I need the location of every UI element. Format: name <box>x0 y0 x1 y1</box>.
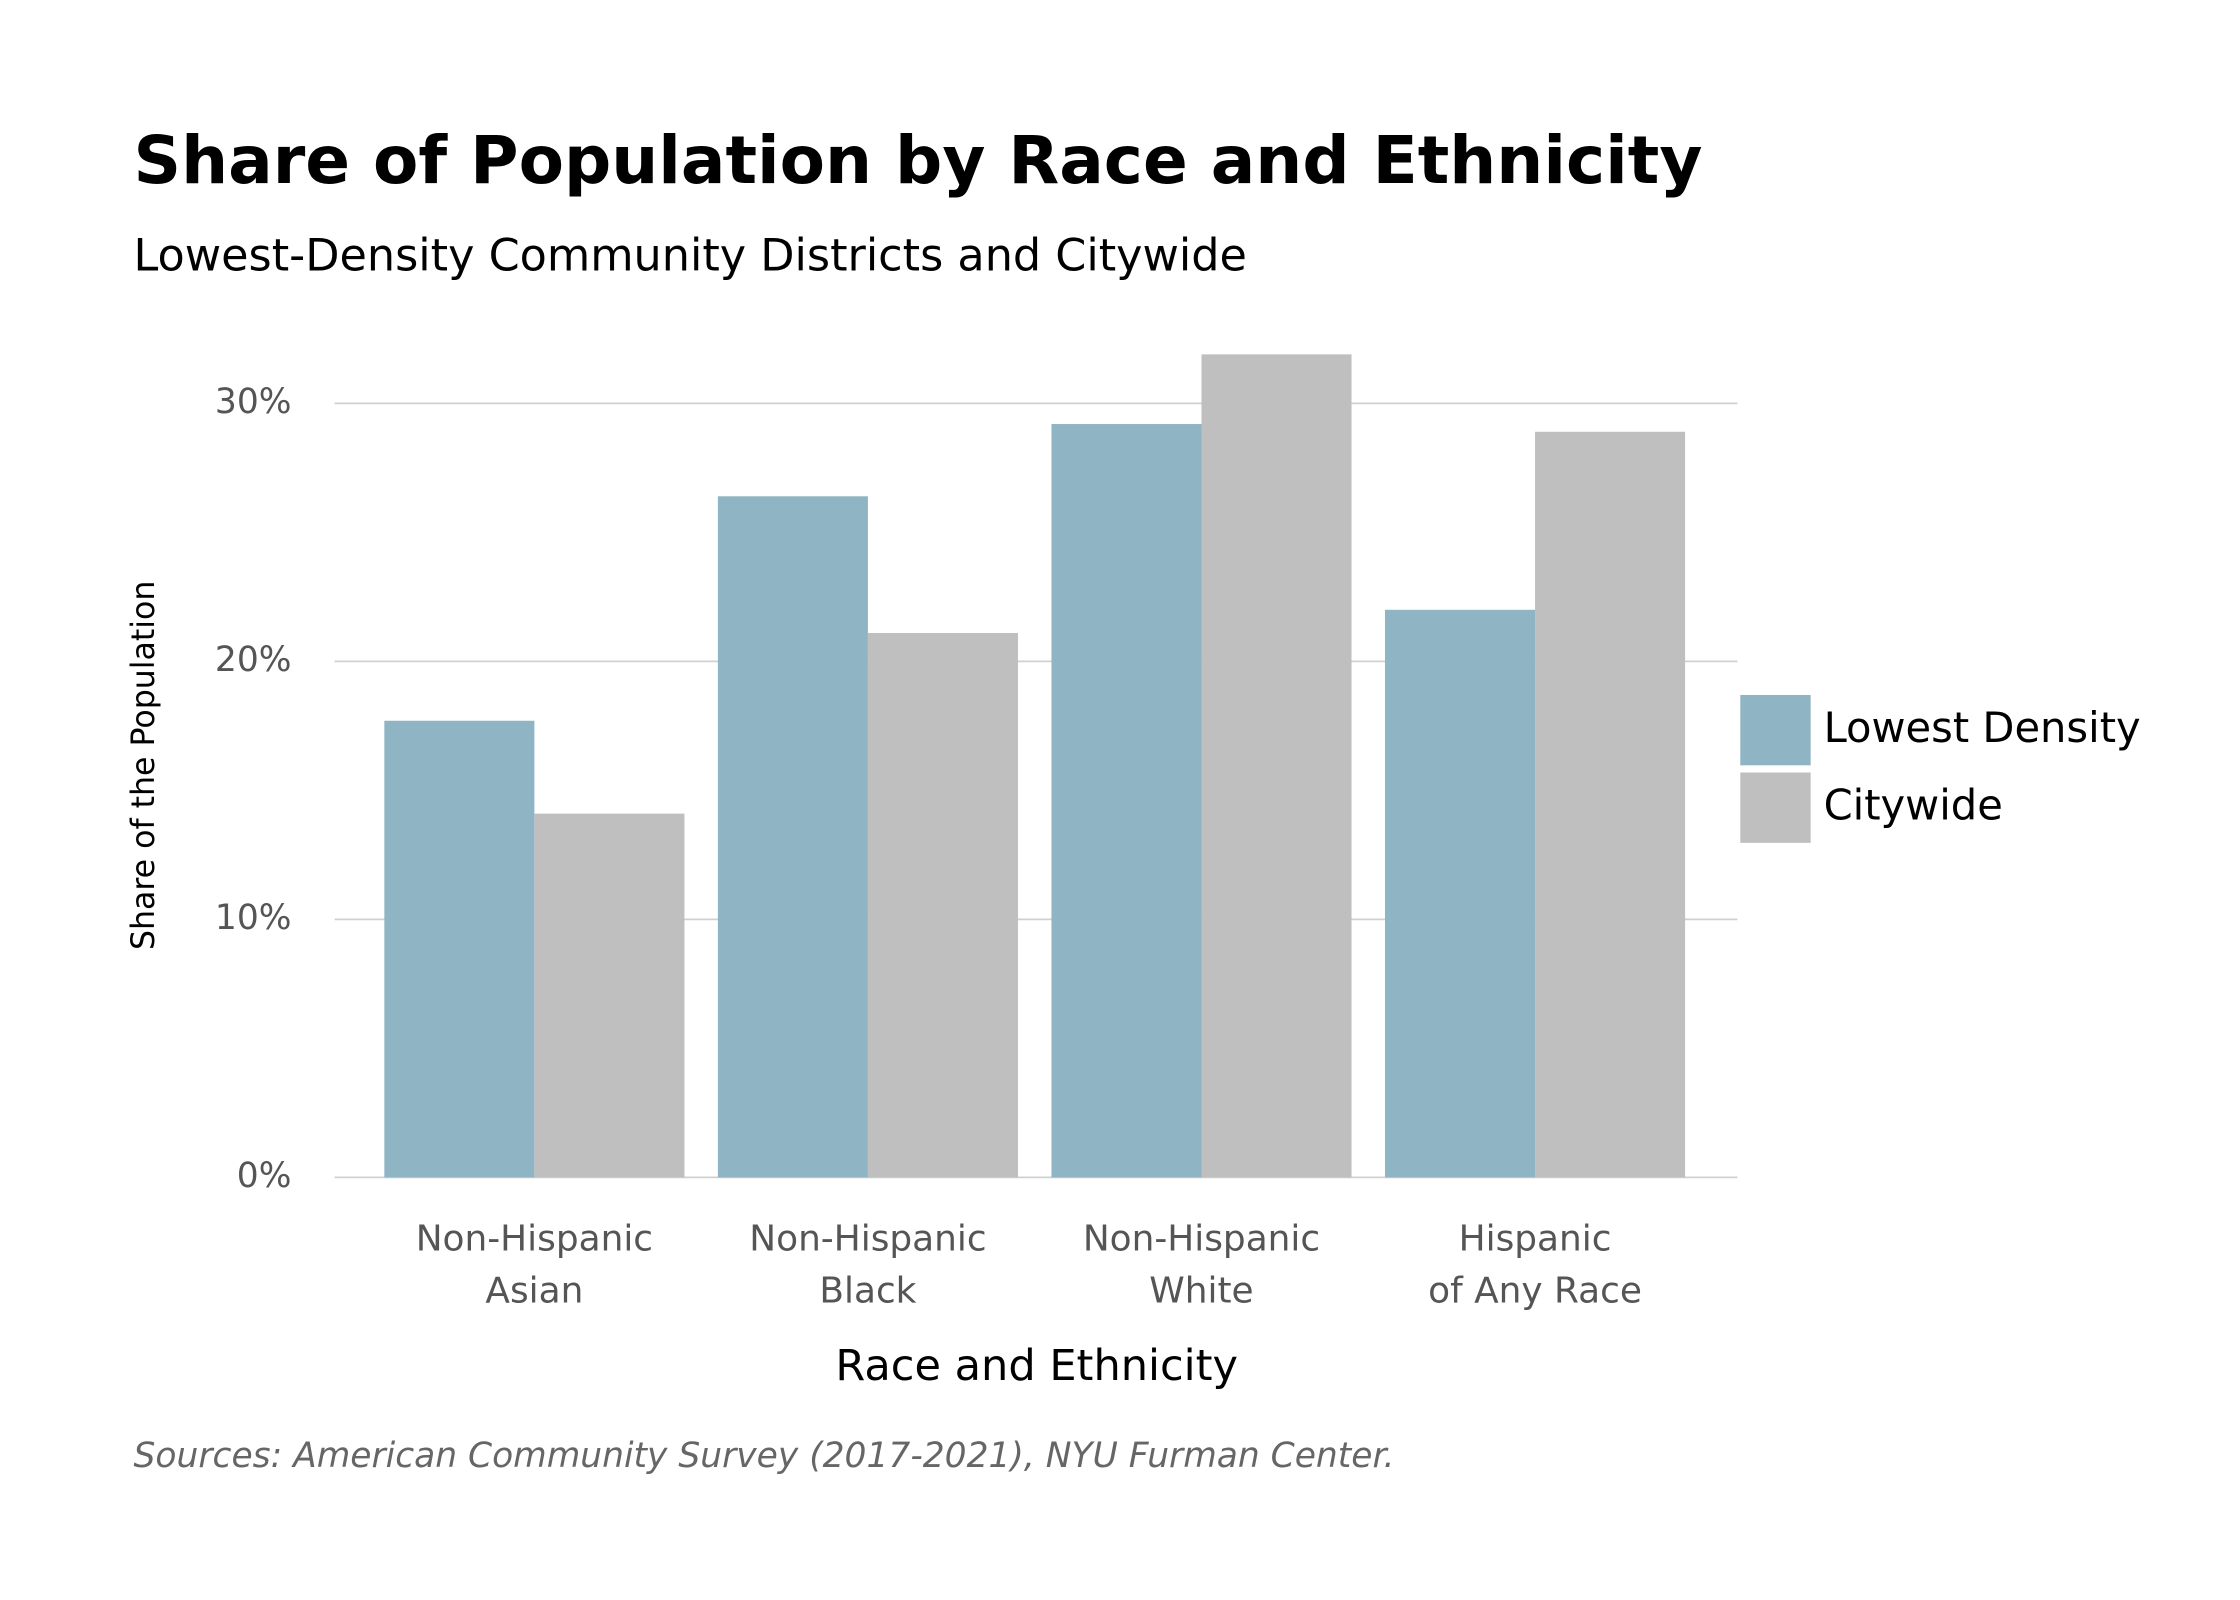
x-tick-label: of Any Race <box>1428 1270 1642 1311</box>
legend-label: Lowest Density <box>1824 703 2141 752</box>
x-tick-label: White <box>1149 1270 1253 1311</box>
bar <box>1201 354 1352 1178</box>
bar <box>534 813 685 1178</box>
y-tick-label: 10% <box>215 898 292 938</box>
legend-label: Citywide <box>1824 780 2003 829</box>
y-tick-label: 20% <box>215 640 292 680</box>
bar <box>1384 609 1536 1178</box>
y-tick-label: 30% <box>215 382 292 422</box>
legend-swatch <box>1740 694 1811 766</box>
x-tick-label: Non-Hispanic <box>416 1219 653 1260</box>
x-tick-label: Black <box>819 1270 916 1311</box>
bar <box>867 633 1018 1178</box>
x-tick-label: Non-Hispanic <box>1083 1219 1320 1260</box>
y-tick-label: 0% <box>237 1156 292 1196</box>
x-axis-title: Race and Ethnicity <box>835 1341 1238 1391</box>
legend-swatch <box>1740 772 1811 843</box>
x-tick-label: Non-Hispanic <box>749 1219 986 1260</box>
bar <box>717 496 868 1178</box>
chart-subtitle: Lowest-Density Community Districts and C… <box>134 230 1247 281</box>
bar <box>1051 424 1202 1178</box>
bar <box>1535 431 1686 1178</box>
chart-title: Share of Population by Race and Ethnicit… <box>134 122 1703 199</box>
x-tick-label: Hispanic <box>1459 1219 1612 1260</box>
source-note: Sources: American Community Survey (2017… <box>134 1436 1395 1476</box>
x-tick-label: Asian <box>485 1270 583 1311</box>
y-axis-title: Share of the Population <box>126 581 162 950</box>
bar <box>384 720 535 1178</box>
